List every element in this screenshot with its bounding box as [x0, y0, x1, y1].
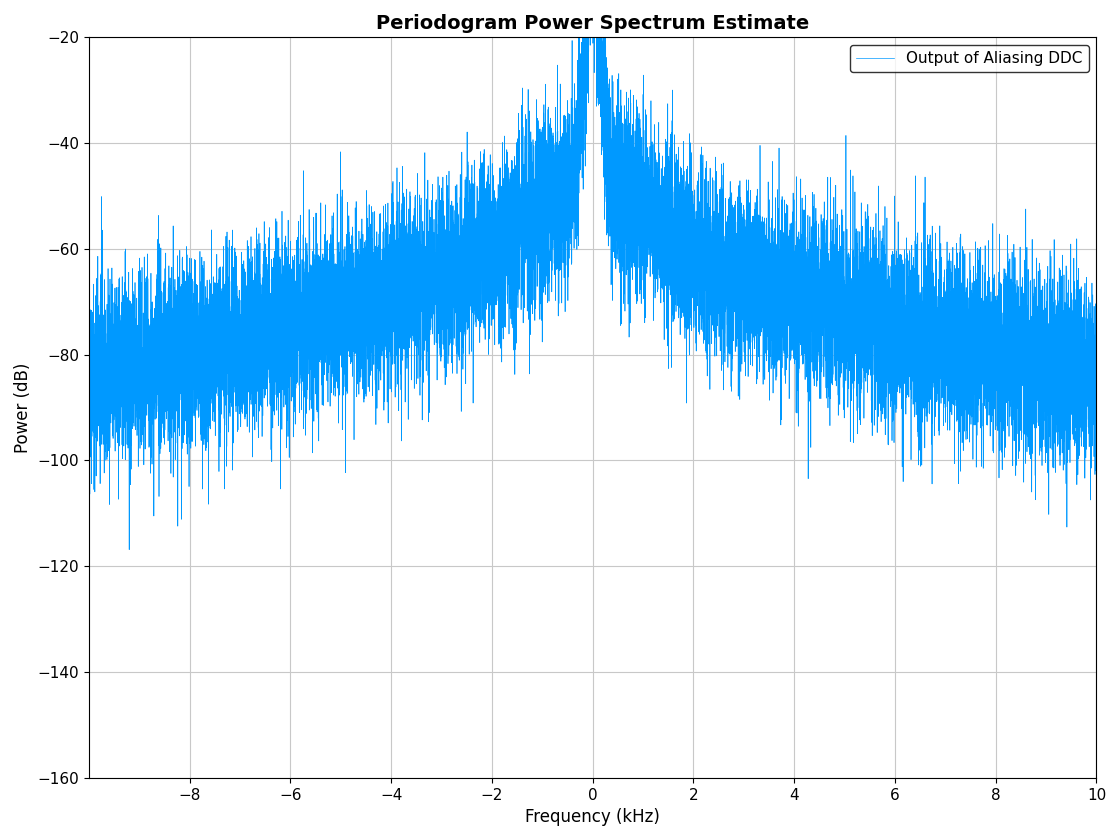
Output of Aliasing DDC	[176, 324, 189, 334]
Output of Aliasing DDC	[572, 32, 586, 42]
Output of Aliasing DDC	[944, 333, 958, 343]
Output of Aliasing DDC	[1090, 249, 1103, 259]
Output of Aliasing DDC	[82, 333, 95, 343]
Title: Periodogram Power Spectrum Estimate: Periodogram Power Spectrum Estimate	[376, 14, 810, 33]
X-axis label: Frequency (kHz): Frequency (kHz)	[525, 808, 660, 826]
Output of Aliasing DDC	[122, 544, 136, 554]
Output of Aliasing DDC	[700, 293, 713, 303]
Output of Aliasing DDC	[542, 202, 556, 213]
Output of Aliasing DDC	[760, 299, 774, 309]
Output of Aliasing DDC	[164, 428, 177, 438]
Legend: Output of Aliasing DDC: Output of Aliasing DDC	[850, 45, 1089, 72]
Line: Output of Aliasing DDC: Output of Aliasing DDC	[88, 37, 1096, 549]
Y-axis label: Power (dB): Power (dB)	[13, 362, 31, 453]
